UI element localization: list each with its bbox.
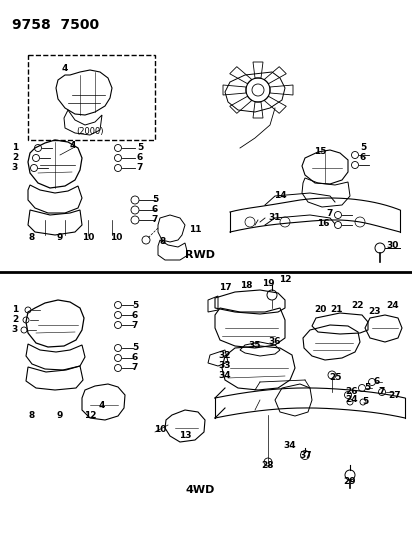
Text: 3: 3 (12, 164, 18, 173)
Text: 4: 4 (62, 64, 68, 73)
Text: 14: 14 (274, 190, 286, 199)
Text: 1: 1 (12, 143, 18, 152)
Text: 23: 23 (369, 308, 381, 317)
Text: 36: 36 (269, 337, 281, 346)
Text: 34: 34 (219, 370, 231, 379)
Text: 32: 32 (219, 351, 231, 359)
Text: 5: 5 (364, 384, 370, 392)
Text: 2: 2 (12, 154, 18, 163)
Text: 29: 29 (344, 478, 356, 487)
Text: 26: 26 (346, 387, 358, 397)
Text: 5: 5 (137, 143, 143, 152)
Text: 7: 7 (379, 387, 385, 397)
Text: 2: 2 (12, 316, 18, 325)
Text: 20: 20 (314, 305, 326, 314)
Text: 24: 24 (346, 395, 358, 405)
Text: 34: 34 (284, 440, 296, 449)
Text: 37: 37 (300, 450, 312, 459)
Text: 21: 21 (331, 305, 343, 314)
Text: 35: 35 (249, 341, 261, 350)
Text: 9: 9 (57, 410, 63, 419)
Text: 5: 5 (152, 196, 158, 205)
Text: 4WD: 4WD (185, 485, 215, 495)
Text: 18: 18 (240, 280, 252, 289)
Text: RWD: RWD (185, 250, 215, 260)
Text: 25: 25 (330, 374, 342, 383)
Text: 4: 4 (70, 141, 76, 149)
Text: 19: 19 (262, 279, 274, 287)
Text: (2000): (2000) (76, 127, 104, 136)
Text: 5: 5 (360, 143, 366, 152)
Bar (28, 55, 155, 140)
Text: 28: 28 (262, 461, 274, 470)
Text: 12: 12 (279, 276, 291, 285)
Text: 4: 4 (99, 400, 105, 409)
Text: 12: 12 (84, 410, 96, 419)
Text: 33: 33 (219, 360, 231, 369)
Text: 6: 6 (132, 311, 138, 319)
Text: 8: 8 (160, 238, 166, 246)
Text: 6: 6 (374, 377, 380, 386)
Text: 11: 11 (189, 225, 201, 235)
Text: 8: 8 (29, 410, 35, 419)
Text: 24: 24 (387, 301, 399, 310)
Text: 9758  7500: 9758 7500 (12, 18, 99, 32)
Text: 17: 17 (219, 284, 231, 293)
Text: 7: 7 (132, 364, 138, 373)
Text: 6: 6 (137, 154, 143, 163)
Text: 8: 8 (29, 233, 35, 243)
Text: 5: 5 (132, 343, 138, 352)
Text: 6: 6 (360, 154, 366, 163)
Text: 7: 7 (137, 164, 143, 173)
Text: 16: 16 (317, 220, 329, 229)
Text: 5: 5 (132, 301, 138, 310)
Text: 3: 3 (12, 326, 18, 335)
Text: 30: 30 (387, 241, 399, 251)
Text: 31: 31 (269, 214, 281, 222)
Text: 10: 10 (154, 425, 166, 434)
Text: 15: 15 (314, 148, 326, 157)
Text: 9: 9 (57, 233, 63, 243)
Text: 7: 7 (327, 208, 333, 217)
Text: 1: 1 (12, 305, 18, 314)
Text: 7: 7 (152, 215, 158, 224)
Text: 22: 22 (352, 301, 364, 310)
Text: 27: 27 (389, 391, 401, 400)
Text: 13: 13 (179, 431, 191, 440)
Text: 10: 10 (110, 233, 122, 243)
Text: 10: 10 (82, 233, 94, 243)
Text: 6: 6 (132, 353, 138, 362)
Text: 5: 5 (362, 398, 368, 407)
Text: 6: 6 (152, 206, 158, 214)
Text: 7: 7 (132, 320, 138, 329)
